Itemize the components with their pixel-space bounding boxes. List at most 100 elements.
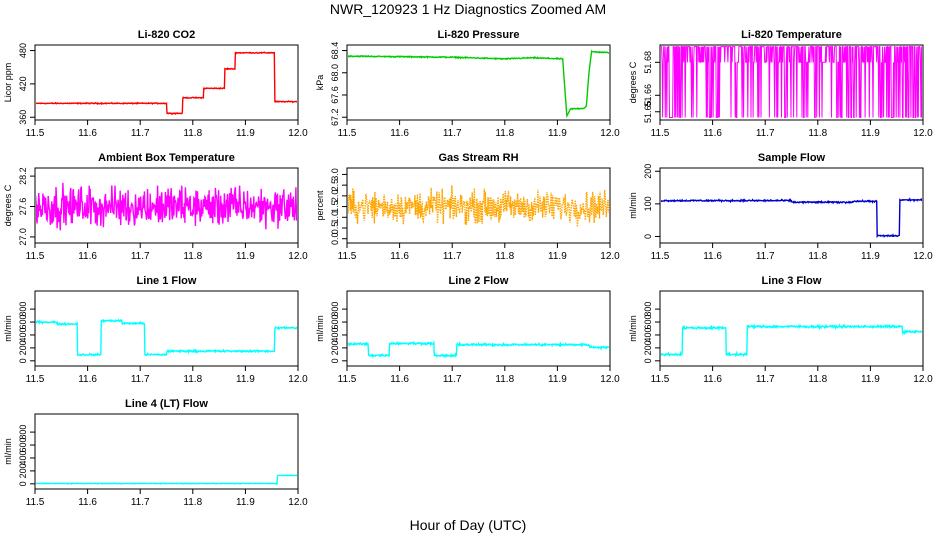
x-tick-label: 11.6 xyxy=(390,128,409,139)
series-line xyxy=(36,474,297,486)
panel-title: Li-820 Temperature xyxy=(741,29,842,41)
panel-title: Line 1 Flow xyxy=(137,275,197,287)
x-tick-label: 11.9 xyxy=(548,374,567,385)
x-tick-label: 11.9 xyxy=(236,497,255,508)
x-tick-label: 11.8 xyxy=(183,374,202,385)
x-tick-label: 11.7 xyxy=(131,128,150,139)
x-tick-label: 12.0 xyxy=(600,251,620,262)
x-tick-label: 11.9 xyxy=(548,251,567,262)
y-axis-label: Licor ppm xyxy=(3,63,13,103)
x-tick-label: 12.0 xyxy=(913,251,933,262)
plot-frame xyxy=(34,167,299,244)
y-tick-label: 400 xyxy=(643,327,653,342)
x-axis-title: Hour of Day (UTC) xyxy=(409,517,527,533)
x-tick-label: 11.7 xyxy=(131,374,150,385)
y-tick-label: 200 xyxy=(18,340,28,355)
plot-frame xyxy=(346,290,611,367)
panel-title: Li-820 CO2 xyxy=(138,29,195,41)
y-tick-label: 0 xyxy=(18,358,28,363)
y-tick-label: 420 xyxy=(18,76,28,91)
y-tick-label: 67.6 xyxy=(330,86,340,104)
x-tick-label: 11.9 xyxy=(236,251,255,262)
panel-7: Line 1 Flow 11.5 11.6 11.7 11.8 11.9 12.0 0 2004… xyxy=(3,275,308,385)
x-tick-label: 11.8 xyxy=(495,374,514,385)
x-tick-label: 11.6 xyxy=(78,374,97,385)
y-tick-label: 400 xyxy=(330,327,340,342)
plot-frame xyxy=(34,290,299,367)
y-tick-label: 68.4 xyxy=(330,42,340,60)
plot-frame xyxy=(346,44,611,121)
y-tick-label: 200 xyxy=(643,164,653,179)
series-line xyxy=(348,185,609,227)
y-tick-label: 0 xyxy=(643,234,653,239)
x-tick-label: 11.8 xyxy=(495,251,514,262)
panel-8: Line 2 Flow 11.5 11.6 11.7 11.8 11.9 12.0 0 2004… xyxy=(315,275,620,385)
y-axis-label: kPa xyxy=(315,75,325,91)
y-axis-label: ml/min xyxy=(315,315,325,342)
y-tick-label: 200 xyxy=(18,463,28,478)
series-line xyxy=(348,340,609,359)
series-line xyxy=(661,323,922,358)
y-axis-label: degrees C xyxy=(628,61,638,103)
y-tick-label: 400 xyxy=(18,327,28,342)
x-tick-label: 12.0 xyxy=(600,128,620,139)
x-tick-label: 11.5 xyxy=(338,374,357,385)
x-tick-label: 11.8 xyxy=(808,374,827,385)
x-tick-label: 12.0 xyxy=(288,374,308,385)
x-tick-label: 11.7 xyxy=(756,374,775,385)
y-tick-label: 3.0 xyxy=(330,168,340,181)
x-tick-label: 11.8 xyxy=(495,128,514,139)
y-tick-label: 600 xyxy=(18,438,28,453)
x-tick-label: 12.0 xyxy=(600,374,620,385)
y-tick-label: 600 xyxy=(18,315,28,330)
x-tick-label: 11.8 xyxy=(808,128,827,139)
y-tick-label: 2.0 xyxy=(330,190,340,203)
x-tick-label: 11.8 xyxy=(183,497,202,508)
panel-2: Li-820 Pressure 11.5 11.6 11.7 11.8 11.9 12.0 6… xyxy=(315,29,620,139)
y-tick-label: 480 xyxy=(18,43,28,58)
plot-frame xyxy=(34,44,299,121)
x-tick-label: 11.5 xyxy=(338,128,357,139)
series-line xyxy=(348,49,609,119)
x-tick-label: 11.7 xyxy=(756,128,775,139)
x-tick-label: 11.5 xyxy=(651,251,670,262)
plot-frame xyxy=(34,413,299,490)
panel-6: Sample Flow 11.5 11.6 11.7 11.8 11.9 12.0 0 100 2… xyxy=(628,152,933,262)
x-tick-label: 11.8 xyxy=(183,128,202,139)
x-tick-label: 12.0 xyxy=(288,497,308,508)
x-tick-label: 11.7 xyxy=(131,497,150,508)
y-tick-label: 400 xyxy=(18,450,28,465)
x-tick-label: 11.6 xyxy=(78,497,97,508)
y-axis-label: degrees C xyxy=(3,184,13,226)
x-tick-label: 11.5 xyxy=(26,251,45,262)
panel-1: Li-820 CO2 11.5 11.6 11.7 11.8 11.9 12.0 360 420… xyxy=(3,29,308,139)
y-tick-label: 27.0 xyxy=(18,228,28,246)
x-tick-label: 11.7 xyxy=(443,251,462,262)
panel-title: Sample Flow xyxy=(758,152,826,164)
panel-5: Gas Stream RH 11.5 11.6 11.7 11.8 11.9 12.0 0.0… xyxy=(315,152,620,262)
y-axis-label: percent xyxy=(315,190,325,221)
series-line xyxy=(36,51,297,116)
y-tick-label: 28.2 xyxy=(18,167,28,185)
x-tick-label: 12.0 xyxy=(913,128,933,139)
y-tick-label: 800 xyxy=(18,302,28,317)
x-tick-label: 11.6 xyxy=(78,251,97,262)
y-tick-label: 800 xyxy=(330,302,340,317)
series-line xyxy=(36,318,297,357)
y-axis-label: ml/min xyxy=(3,438,13,465)
x-tick-label: 11.6 xyxy=(78,128,97,139)
panel-9: Line 3 Flow 11.5 11.6 11.7 11.8 11.9 12.0 0 2004… xyxy=(628,275,933,385)
plot-frame xyxy=(659,167,924,244)
x-tick-label: 11.7 xyxy=(131,251,150,262)
x-tick-label: 11.6 xyxy=(703,374,722,385)
y-tick-label: 0 xyxy=(18,481,28,486)
y-tick-label: 67.2 xyxy=(330,108,340,126)
x-tick-label: 11.5 xyxy=(338,251,357,262)
panel-4: Ambient Box Temperature 11.5 11.6 11.7 11.8 1… xyxy=(3,152,308,262)
y-tick-label: 1.0 xyxy=(330,211,340,224)
y-tick-label: 0 xyxy=(643,358,653,363)
x-tick-label: 11.7 xyxy=(443,374,462,385)
series-line xyxy=(661,197,922,239)
y-tick-label: 600 xyxy=(643,315,653,330)
